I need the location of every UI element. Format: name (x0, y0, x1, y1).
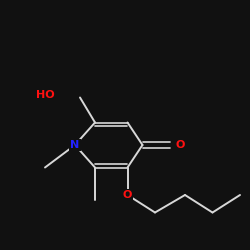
Text: HO: HO (36, 90, 54, 100)
Text: N: N (70, 140, 80, 150)
Text: O: O (175, 140, 185, 150)
Text: O: O (123, 190, 132, 200)
